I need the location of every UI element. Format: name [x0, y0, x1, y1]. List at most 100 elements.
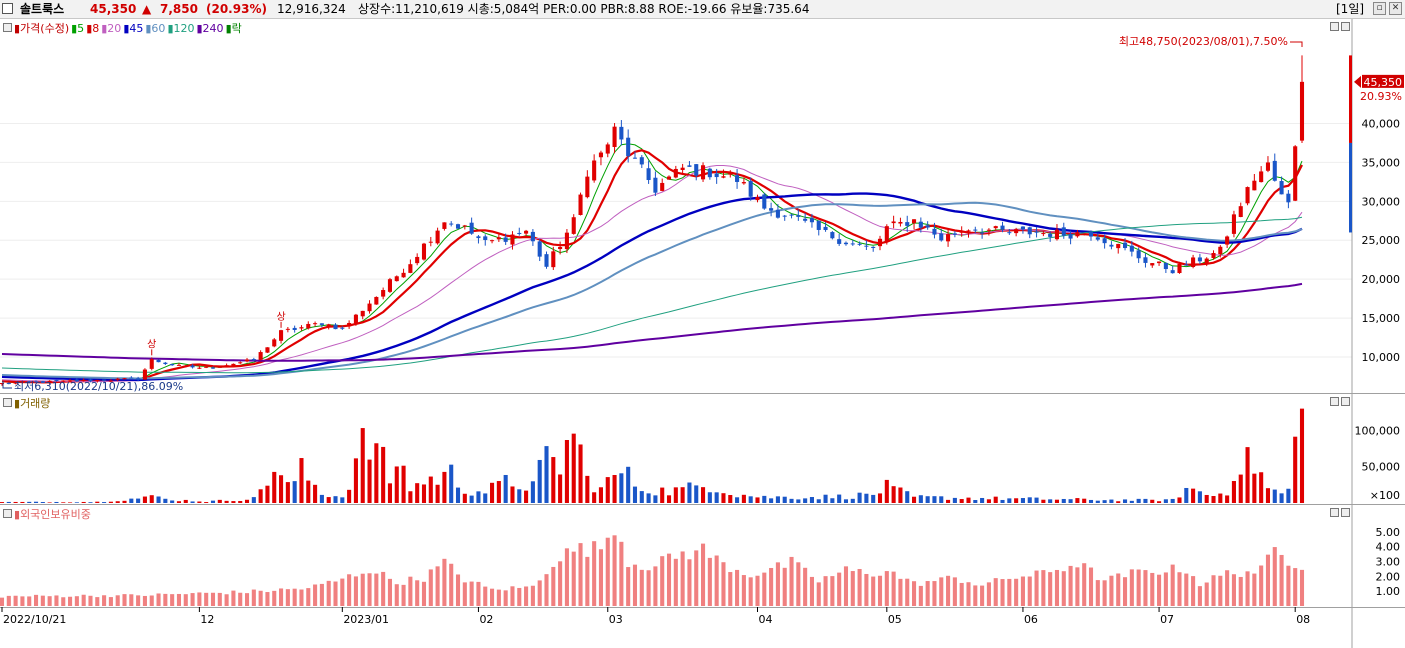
foreign-bar — [544, 574, 549, 606]
foreign-bar — [95, 597, 100, 606]
foreign-bar — [462, 582, 467, 606]
select-checkbox[interactable] — [2, 3, 13, 14]
foreign-bar — [762, 572, 767, 606]
x-tick-label: 12 — [200, 613, 214, 626]
volume-panel-menu-icon[interactable] — [3, 398, 12, 407]
candle-body — [721, 176, 726, 178]
foreign-bar — [272, 590, 277, 606]
volume-panel-close-icon[interactable] — [1341, 397, 1350, 406]
volume-bar — [210, 500, 216, 503]
volume-bar — [1027, 497, 1032, 503]
price-panel-menu-icon[interactable] — [3, 23, 12, 32]
volume-panel-min-icon[interactable] — [1330, 397, 1339, 406]
volume-bar — [918, 495, 923, 503]
candle-body — [912, 219, 917, 224]
volume-bar — [265, 485, 270, 503]
candle-body — [1177, 263, 1182, 274]
volume-bar — [272, 471, 277, 503]
foreign-bar — [251, 589, 256, 606]
close-icon[interactable]: ✕ — [1389, 2, 1402, 15]
candle-body — [1075, 232, 1080, 237]
volume-bar — [1102, 500, 1107, 503]
period-selector[interactable]: [1일] — [1336, 2, 1365, 16]
foreign-bar — [626, 567, 631, 606]
volume-bar — [1177, 497, 1182, 503]
volume-bar — [394, 466, 399, 503]
foreign-bar — [68, 596, 73, 606]
candle-body — [1184, 264, 1189, 266]
candle-body — [864, 245, 869, 247]
volume-unit-label: ×100 — [1370, 489, 1400, 502]
candle-body — [115, 378, 120, 380]
volume-bar — [1191, 488, 1196, 503]
foreign-bar — [442, 558, 447, 606]
candle-body — [95, 379, 100, 382]
volume-bar — [428, 476, 433, 503]
foreign-bar — [1061, 571, 1066, 606]
candle-body — [0, 383, 5, 385]
price-panel-close-icon[interactable] — [1341, 22, 1350, 31]
price-legend-item: ▮8 — [86, 22, 100, 35]
foreign-bar — [612, 535, 617, 606]
foreign-panel-menu-icon[interactable] — [3, 509, 12, 518]
candle-body — [952, 233, 957, 235]
candle-body — [190, 365, 195, 368]
candle-body — [6, 383, 11, 385]
volume-bar — [367, 459, 372, 503]
volume-bar — [449, 464, 454, 503]
foreign-bar — [1211, 575, 1216, 606]
candle-body — [1088, 232, 1094, 237]
restore-icon[interactable]: ▫ — [1373, 2, 1386, 15]
foreign-bar — [558, 561, 563, 606]
foreign-bar — [660, 556, 665, 606]
foreign-bar — [980, 585, 985, 606]
candle-body — [455, 224, 461, 229]
volume-bar — [496, 481, 501, 503]
volume-bar — [993, 496, 998, 503]
foreign-bar — [1272, 547, 1277, 606]
foreign-bar — [741, 575, 746, 606]
price-tick-label: 20,000 — [1362, 273, 1401, 286]
foreign-bar — [884, 571, 889, 606]
volume-bar — [803, 498, 808, 503]
foreign-bar — [653, 566, 658, 606]
volume-bar — [1136, 498, 1141, 503]
volume-bar — [353, 458, 358, 503]
foreign-panel-close-icon[interactable] — [1341, 508, 1350, 517]
candle-body — [939, 233, 944, 241]
foreign-bar — [490, 588, 495, 606]
volume-bar — [1259, 472, 1264, 503]
foreign-bar — [1075, 567, 1080, 606]
foreign-bar — [952, 577, 957, 606]
candle-body — [81, 379, 86, 382]
price-panel-min-icon[interactable] — [1330, 22, 1339, 31]
foreign-legend: ▮외국인보유비중 — [14, 508, 91, 521]
candle-body — [898, 221, 903, 224]
volume-bar — [1054, 499, 1060, 503]
candle-body — [857, 243, 862, 245]
volume-bar — [258, 489, 263, 503]
candle-body — [803, 218, 808, 221]
volume-bar — [1293, 436, 1298, 503]
foreign-panel-min-icon[interactable] — [1330, 508, 1339, 517]
foreign-bar — [687, 559, 692, 606]
volume-bar — [326, 497, 331, 503]
current-price-box — [1362, 74, 1404, 88]
candle-body — [551, 251, 556, 268]
foreign-bar — [803, 567, 808, 606]
volume-bar — [639, 491, 644, 503]
volume-bar — [612, 475, 617, 503]
volume-bar — [279, 475, 284, 503]
foreign-bar — [156, 593, 161, 606]
foreign-bar — [387, 578, 392, 606]
volume-bar — [183, 499, 188, 503]
volume-bar — [748, 496, 753, 503]
foreign-bar — [88, 595, 93, 606]
volume-bar — [775, 496, 780, 503]
candle-body — [163, 362, 168, 364]
candle-body — [88, 379, 93, 382]
candle-body — [299, 327, 304, 329]
candle-body — [340, 327, 345, 329]
candle-body — [68, 380, 73, 382]
